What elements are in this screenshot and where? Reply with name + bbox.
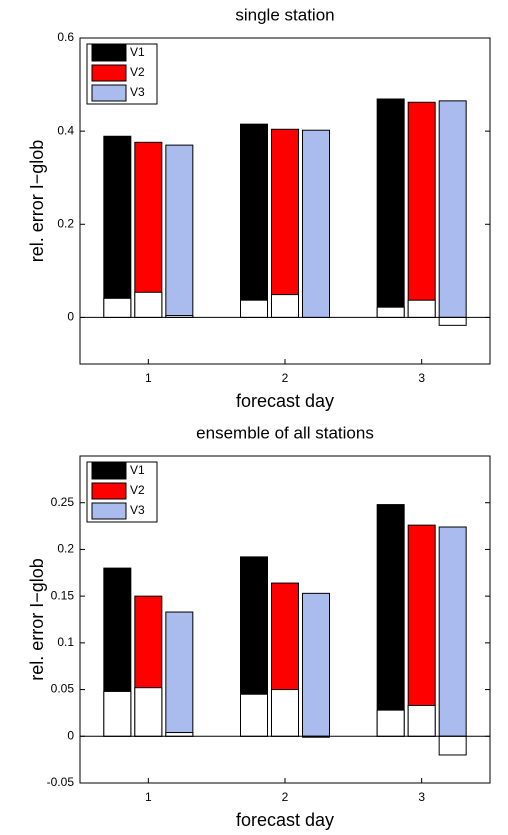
- x-tick-label: 1: [145, 790, 152, 804]
- inner-bar: [240, 299, 268, 318]
- x-tick-label: 3: [418, 790, 425, 804]
- bar: [376, 504, 405, 737]
- y-tick-label: 0.05: [51, 682, 75, 696]
- legend-label: V1: [130, 463, 145, 477]
- legend-swatch: [91, 482, 127, 500]
- legend-swatch: [91, 64, 127, 82]
- inner-bar: [103, 690, 132, 737]
- legend-swatch: [91, 462, 127, 480]
- legend-label: V2: [130, 483, 145, 497]
- y-tick-label: -0.05: [47, 775, 75, 789]
- legend-swatch: [91, 84, 127, 102]
- y-tick-label: 0: [67, 310, 74, 324]
- y-tick-label: 0.2: [57, 216, 74, 230]
- x-axis-label: forecast day: [236, 391, 334, 411]
- x-tick-label: 3: [418, 371, 425, 385]
- inner-bar: [376, 709, 405, 737]
- bar: [407, 524, 436, 737]
- inner-bar: [376, 306, 405, 318]
- bar: [240, 123, 268, 318]
- bar: [302, 592, 330, 737]
- inner-bar: [438, 316, 467, 326]
- inner-bar: [103, 297, 132, 318]
- x-tick-label: 2: [282, 371, 289, 385]
- legend-swatch: [91, 502, 127, 520]
- inner-bar: [240, 693, 268, 737]
- inner-bar: [134, 687, 163, 737]
- bar: [103, 135, 132, 318]
- y-tick-label: 0.25: [51, 495, 75, 509]
- y-axis-label: rel. error I−glob: [27, 558, 47, 681]
- y-tick-label: 0: [67, 728, 74, 742]
- y-tick-label: 0.6: [57, 30, 74, 44]
- y-tick-label: 0.2: [57, 542, 74, 556]
- legend-swatch: [91, 44, 127, 62]
- y-axis-label: rel. error I−glob: [27, 140, 47, 263]
- inner-bar: [165, 732, 194, 737]
- inner-bar: [134, 291, 163, 318]
- bar: [438, 100, 467, 318]
- inner-bar: [407, 704, 436, 737]
- x-tick-label: 1: [145, 371, 152, 385]
- legend-label: V3: [130, 85, 145, 99]
- bar: [134, 141, 163, 318]
- bar: [376, 98, 405, 318]
- bar: [271, 128, 299, 318]
- legend-label: V1: [130, 45, 145, 59]
- inner-bar: [438, 735, 467, 756]
- inner-bar: [271, 294, 299, 318]
- bar: [165, 611, 194, 737]
- bar: [438, 526, 467, 737]
- inner-bar: [271, 689, 299, 737]
- chart-title: ensemble of all stations: [196, 423, 374, 442]
- bar: [407, 101, 436, 318]
- bar: [165, 144, 194, 318]
- x-tick-label: 2: [282, 790, 289, 804]
- chart-title: single station: [235, 5, 334, 24]
- x-axis-label: forecast day: [236, 810, 334, 830]
- y-tick-label: 0.15: [51, 588, 75, 602]
- bar: [302, 129, 330, 318]
- y-tick-label: 0.1: [57, 635, 74, 649]
- legend-label: V2: [130, 65, 145, 79]
- inner-bar: [407, 299, 436, 318]
- legend-label: V3: [130, 503, 145, 517]
- y-tick-label: 0.4: [57, 123, 74, 137]
